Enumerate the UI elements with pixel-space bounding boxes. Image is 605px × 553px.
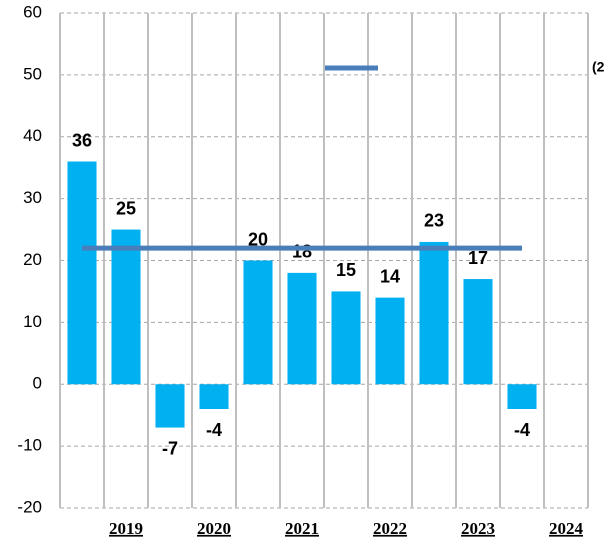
bar xyxy=(287,272,317,385)
data-label: -4 xyxy=(514,420,530,440)
bar xyxy=(199,384,229,409)
x-tick-label: 2021 xyxy=(285,519,319,538)
bar xyxy=(419,241,449,385)
bar xyxy=(155,384,185,428)
data-label: 17 xyxy=(468,248,488,268)
y-tick-label: 20 xyxy=(23,250,42,269)
y-tick-label: 50 xyxy=(23,64,42,83)
bar xyxy=(331,291,361,385)
y-tick-label: 30 xyxy=(23,188,42,207)
bar xyxy=(507,384,537,409)
x-tick-label: 2023 xyxy=(461,519,495,538)
bar xyxy=(375,297,405,385)
x-tick-label: 2019 xyxy=(109,519,143,538)
legend-label: معدل الرصيد (2019-2002) xyxy=(592,59,605,76)
y-tick-label: -20 xyxy=(17,497,42,516)
y-tick-label: 60 xyxy=(23,2,42,21)
data-label: -7 xyxy=(162,438,178,458)
data-label: 23 xyxy=(424,211,444,231)
data-label: 20 xyxy=(248,229,268,249)
bar xyxy=(243,260,273,385)
bar xyxy=(463,279,493,385)
data-label: 14 xyxy=(380,266,400,286)
data-label: 36 xyxy=(72,130,92,150)
x-tick-label: 2024 xyxy=(549,519,584,538)
y-tick-label: 40 xyxy=(23,126,42,145)
bar xyxy=(111,229,141,385)
data-label: 25 xyxy=(116,198,136,218)
x-tick-label: 2022 xyxy=(373,519,407,538)
data-label: 18 xyxy=(292,242,312,262)
x-tick-label: 2020 xyxy=(197,519,231,538)
y-tick-label: 10 xyxy=(23,312,42,331)
data-label: 15 xyxy=(336,260,356,280)
data-label: -4 xyxy=(206,420,222,440)
y-tick-label: -10 xyxy=(17,436,42,455)
y-tick-label: 0 xyxy=(33,374,42,393)
bar xyxy=(67,161,97,385)
